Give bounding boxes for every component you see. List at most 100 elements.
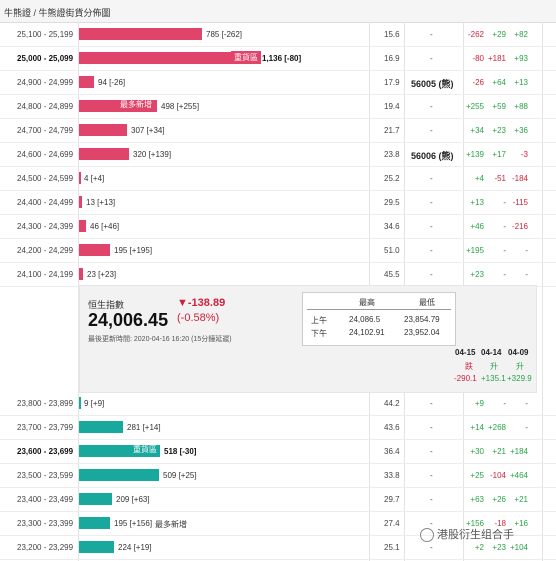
change-cell: +30 xyxy=(470,447,484,456)
heavy-zone-badge: 重貨區 xyxy=(133,445,157,454)
change-cell: +156 xyxy=(465,519,484,528)
table-row[interactable]: 24,900 - 24,999 94 [-26] 17.9 56005 (熊) … xyxy=(0,70,556,95)
table-row[interactable]: 24,600 - 24,699 320 [+139] 23.8 56006 (熊… xyxy=(0,142,556,167)
date-header: 04-09 xyxy=(508,348,529,357)
bull-bar xyxy=(79,541,114,553)
distance-value: 17.9 xyxy=(384,78,400,87)
change-cell: +17 xyxy=(492,150,506,159)
table-row[interactable]: 24,300 - 24,399 46 [+46] 34.6 - +46 - -2… xyxy=(0,214,556,239)
bull-bar xyxy=(79,517,110,529)
change-cell: +82 xyxy=(514,30,528,39)
change-cell: +93 xyxy=(514,54,528,63)
code-value: - xyxy=(430,246,433,255)
am-label: 上午 xyxy=(311,316,327,325)
distance-value: 23.8 xyxy=(384,150,400,159)
table-row[interactable]: 23,200 - 23,299 224 [+19] 25.1 - +2 +23 … xyxy=(0,535,556,560)
bar-value: 307 [+34] xyxy=(131,126,165,135)
change-cell: +34 xyxy=(470,126,484,135)
pm-high: 24,102.91 xyxy=(349,328,385,337)
bear-bar xyxy=(79,148,129,160)
bear-bar xyxy=(79,52,259,64)
code-value: - xyxy=(430,174,433,183)
am-low: 23,854.79 xyxy=(404,315,440,324)
table-row[interactable]: 24,700 - 24,799 307 [+34] 21.7 - +34 +23… xyxy=(0,118,556,143)
change-cell: +64 xyxy=(492,78,506,87)
bear-bar xyxy=(79,28,202,40)
change-cell: +464 xyxy=(509,471,528,480)
code-value: - xyxy=(430,270,433,279)
change-cell: -26 xyxy=(472,78,484,87)
bar-value: 224 [+19] xyxy=(118,543,152,552)
change-cell: +9 xyxy=(474,399,484,408)
change-cell: +36 xyxy=(514,126,528,135)
bar-value: 209 [+63] xyxy=(116,495,150,504)
table-row[interactable]: 24,500 - 24,599 4 [+4] 25.2 - +4 -51 -18… xyxy=(0,166,556,191)
index-value: 24,006.45 xyxy=(88,310,169,330)
date-header: 04-14 xyxy=(481,348,502,357)
bear-bar xyxy=(79,244,110,256)
table-row[interactable]: 24,400 - 24,499 13 [+13] 29.5 - +13 - -1… xyxy=(0,190,556,215)
table-row[interactable]: 24,200 - 24,299 195 [+195] 51.0 - +195 -… xyxy=(0,238,556,263)
high-low-table: 最高 最低 上午 24,086.5 23,854.79 下午 24,102.91… xyxy=(302,292,456,346)
change-cell: -18 xyxy=(494,519,506,528)
bar-value: 498 [+255] xyxy=(161,102,200,111)
range-label: 24,900 - 24,999 xyxy=(17,78,74,87)
change-cell: +25 xyxy=(470,471,484,480)
bull-bar xyxy=(79,445,160,457)
table-row[interactable]: 23,800 - 23,899 9 [+9] 44.2 - +9 - - xyxy=(0,391,556,416)
change-cell: +181 xyxy=(487,54,506,63)
change-cell: +139 xyxy=(465,150,484,159)
pm-low: 23,952.04 xyxy=(404,328,440,337)
breadcrumb-text: 牛熊證 / 牛熊證街貨分佈圖 xyxy=(4,8,111,18)
pm-label: 下午 xyxy=(311,329,327,338)
change-cell: +23 xyxy=(492,126,506,135)
table-row[interactable]: 24,100 - 24,199 23 [+23] 45.5 - +23 - - xyxy=(0,262,556,287)
code-value: - xyxy=(430,30,433,39)
range-label: 23,200 - 23,299 xyxy=(17,543,74,552)
change-cell: +21 xyxy=(514,495,528,504)
change-cell: +255 xyxy=(465,102,484,111)
code-value: - xyxy=(430,423,433,432)
direction-label: 升 xyxy=(516,362,524,371)
change-cell: +4 xyxy=(474,174,484,183)
code-link[interactable]: 56005 (熊) xyxy=(411,79,454,89)
table-row[interactable]: 23,700 - 23,799 281 [+14] 43.6 - +14 +26… xyxy=(0,415,556,440)
bar-value: 320 [+139] xyxy=(133,150,172,159)
code-value: - xyxy=(430,198,433,207)
bar-value: 518 [-30] xyxy=(164,447,197,456)
code-value: - xyxy=(430,222,433,231)
watermark-text: 港股衍生组合手 xyxy=(437,529,514,541)
bear-bar xyxy=(79,268,83,280)
change-cell: +14 xyxy=(470,423,484,432)
change-cell: -3 xyxy=(520,150,528,159)
change-cell: - xyxy=(503,246,506,255)
change-cell: +195 xyxy=(465,246,484,255)
bar-value: 195 [+156] xyxy=(114,519,153,528)
range-label: 23,600 - 23,699 xyxy=(17,447,74,456)
distance-value: 19.4 xyxy=(384,102,400,111)
distance-value: 25.1 xyxy=(384,543,400,552)
table-row[interactable]: 23,600 - 23,699 重貨區 518 [-30] 36.4 - +30… xyxy=(0,439,556,464)
table-row[interactable]: 23,400 - 23,499 209 [+63] 29.7 - +63 +26… xyxy=(0,487,556,512)
table-row[interactable]: 24,800 - 24,899 最多新增 498 [+255] 19.4 - +… xyxy=(0,94,556,119)
code-link[interactable]: 56006 (熊) xyxy=(411,151,454,161)
bear-bar xyxy=(79,76,94,88)
header-high: 最高 xyxy=(359,298,375,307)
table-row[interactable]: 25,100 - 25,199 785 [-262] 15.6 - -262 +… xyxy=(0,22,556,47)
table-row[interactable]: 23,500 - 23,599 509 [+25] 33.8 - +25 -10… xyxy=(0,463,556,488)
bar-value: 509 [+25] xyxy=(163,471,197,480)
am-high: 24,086.5 xyxy=(349,315,381,324)
range-label: 23,500 - 23,599 xyxy=(17,471,74,480)
distance-value: 34.6 xyxy=(384,222,400,231)
table-row[interactable]: 25,000 - 25,099 重貨區 1,136 [-80] 16.9 - -… xyxy=(0,46,556,71)
table-row[interactable]: 23,300 - 23,399 195 [+156] 最多新增 27.4 - +… xyxy=(0,511,556,536)
change-cell: +46 xyxy=(470,222,484,231)
distance-value: 29.5 xyxy=(384,198,400,207)
bar-value: 46 [+46] xyxy=(90,222,120,231)
range-label: 24,800 - 24,899 xyxy=(17,102,74,111)
distance-value: 43.6 xyxy=(384,423,400,432)
change-cell: -216 xyxy=(511,222,528,231)
bar-value: 4 [+4] xyxy=(84,174,105,183)
range-label: 23,700 - 23,799 xyxy=(17,423,74,432)
change-cell: -115 xyxy=(512,198,528,207)
